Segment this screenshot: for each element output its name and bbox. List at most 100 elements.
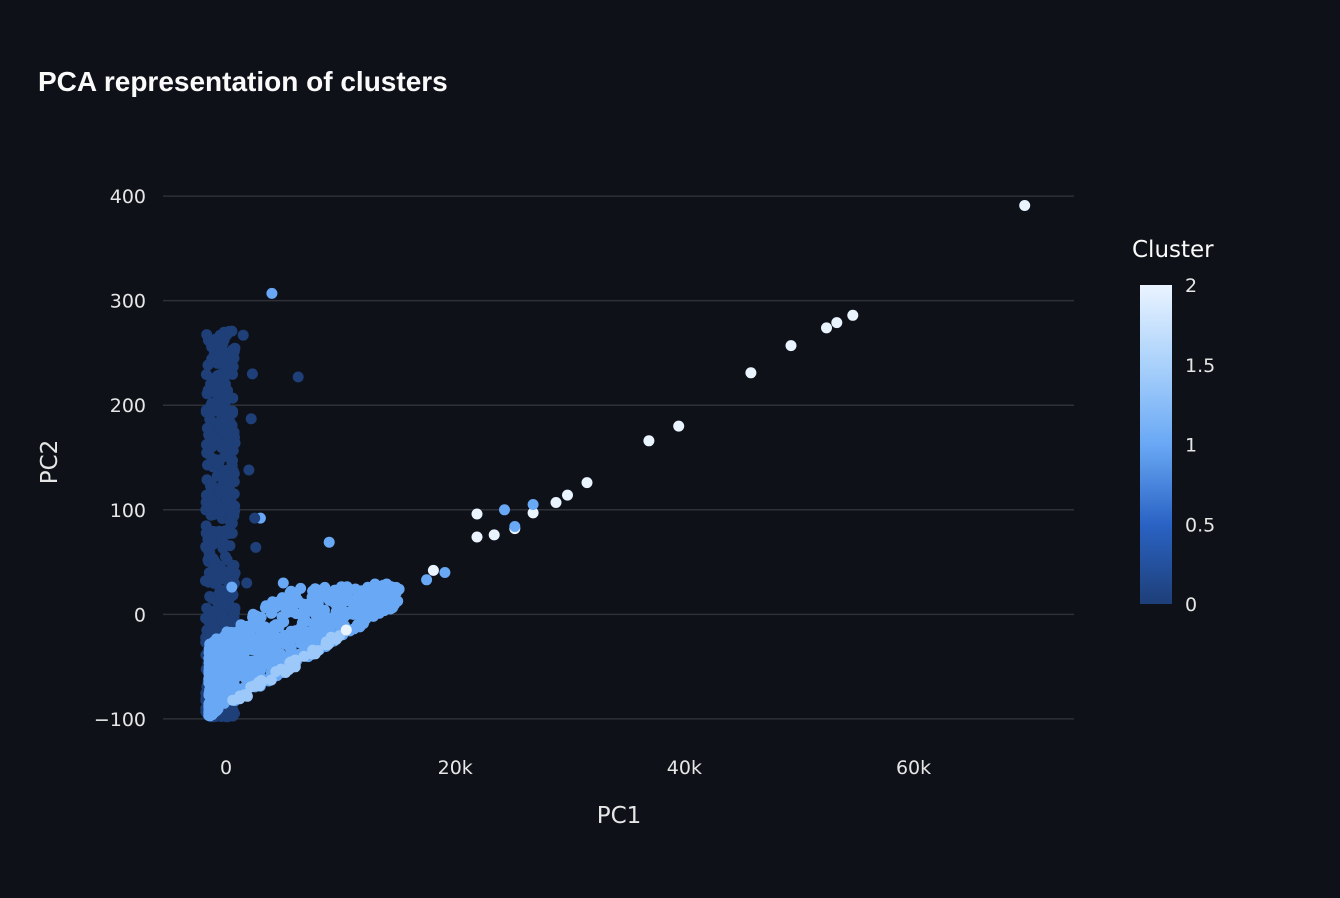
data-point [745,367,756,378]
data-point [247,368,258,379]
data-point [280,667,291,678]
data-point [337,606,348,617]
data-point [226,326,237,337]
data-point [236,619,247,630]
data-point [262,638,273,649]
data-point [359,614,370,625]
data-point [472,532,483,543]
data-point [831,317,842,328]
data-point [312,601,323,612]
data-point [229,427,240,438]
data-point [223,650,234,661]
data-point [202,502,213,513]
data-point [321,639,332,650]
data-point [847,310,858,321]
x-tick-label: 20k [438,757,473,779]
colorbar: Cluster 21.510.50 [1132,237,1215,616]
y-tick-label: 100 [110,500,146,522]
y-tick-label: 400 [110,186,146,208]
x-axis-ticks: 020k40k60k [220,757,931,779]
data-points [200,200,1030,722]
data-point [218,440,229,451]
data-point [347,594,358,605]
data-point [394,584,405,595]
data-point [241,578,252,589]
colorbar-gradient [1140,285,1172,604]
data-point [362,605,373,616]
data-point [421,574,432,585]
data-point [217,615,228,626]
data-point [249,513,260,524]
y-tick-label: 200 [110,395,146,417]
data-point [509,521,520,532]
data-point [217,536,228,547]
x-axis-title: PC1 [597,803,642,829]
data-point [202,387,213,398]
x-tick-label: 40k [667,757,702,779]
data-point [295,583,306,594]
data-point [381,579,392,590]
data-point [562,490,573,501]
colorbar-tick-label: 1.5 [1185,355,1215,377]
data-point [245,626,256,637]
y-axis-ticks: 4003002001000−100 [94,186,146,731]
y-axis-title: PC2 [37,440,63,485]
data-point [381,590,392,601]
data-point [551,497,562,508]
data-point [226,582,237,593]
data-point [219,417,230,428]
data-point [293,372,304,383]
data-point [234,693,245,704]
data-point [270,630,281,641]
data-point [284,657,295,668]
data-point [201,520,212,531]
data-point [643,435,654,446]
data-point [251,610,262,621]
data-point [227,528,238,539]
y-tick-label: 0 [134,604,146,626]
data-point [201,447,212,458]
data-point [673,421,684,432]
data-point [499,504,510,515]
data-point [286,642,297,653]
data-point [298,611,309,622]
data-point [282,607,293,618]
data-point [341,625,352,636]
colorbar-tick-label: 0 [1185,594,1197,616]
data-point [203,616,214,627]
chart-title: PCA representation of clusters [38,66,448,97]
data-point [327,595,338,606]
data-point [205,481,216,492]
data-point [229,353,240,364]
data-point [210,557,221,568]
data-point [206,700,217,711]
data-point [368,593,379,604]
data-point [528,499,539,510]
data-point [200,575,211,586]
data-point [238,330,249,341]
data-point [212,370,223,381]
data-point [821,322,832,333]
data-point [225,516,236,527]
data-point [317,611,328,622]
data-point [266,288,277,299]
data-point [226,680,237,691]
data-point [378,604,389,615]
data-point [324,537,335,548]
colorbar-tick-label: 2 [1185,275,1197,297]
data-point [439,567,450,578]
data-point [289,598,300,609]
x-tick-label: 0 [220,757,232,779]
data-point [472,509,483,520]
data-point [278,578,289,589]
data-point [205,400,216,411]
data-point [223,662,234,673]
data-point [330,585,341,596]
colorbar-ticks: 21.510.50 [1185,275,1215,616]
y-tick-label: 300 [110,291,146,313]
data-point [229,607,240,618]
colorbar-tick-label: 0.5 [1185,514,1215,536]
data-point [246,413,257,424]
data-point [489,529,500,540]
